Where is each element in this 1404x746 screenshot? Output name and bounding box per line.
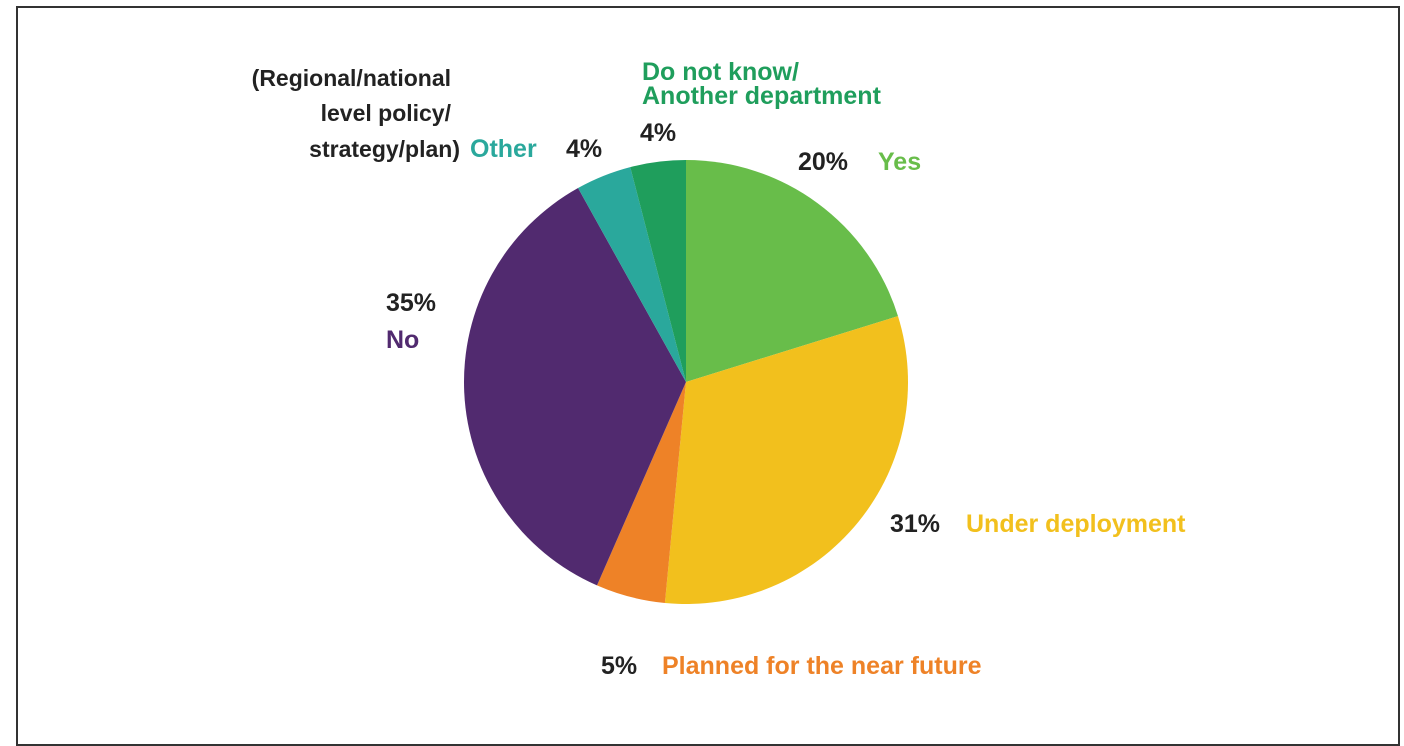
pie-slice-yes bbox=[686, 160, 898, 382]
slice-label-do-not-know-line-1: Do not know/ bbox=[642, 58, 799, 86]
pie-slice-do-not-know-another-department bbox=[630, 160, 686, 382]
slice-label-do-not-know: Do not know/ bbox=[642, 58, 799, 86]
slice-value-do-not-know: 4% bbox=[640, 119, 676, 147]
slice-label-under-deployment: Under deployment bbox=[966, 510, 1186, 538]
slice-value-planned: 5% bbox=[601, 652, 637, 680]
slice-label-do-not-know-line-2: Another department bbox=[642, 82, 882, 110]
slice-value-no: 35% bbox=[386, 289, 436, 317]
slice-note-other-line-1: (Regional/national bbox=[252, 65, 451, 91]
slice-value-under-deployment: 31% bbox=[890, 510, 940, 538]
slice-value-yes: 20% bbox=[798, 148, 848, 176]
pie-slice-other bbox=[578, 167, 686, 382]
pie-slice-planned-for-the-near-future bbox=[596, 382, 686, 603]
slice-value-other: 4% bbox=[566, 135, 602, 163]
slice-label-no: No bbox=[386, 326, 419, 354]
pie-slice-no bbox=[463, 188, 686, 586]
pie-slices bbox=[463, 160, 909, 604]
slice-label-planned: Planned for the near future bbox=[662, 652, 982, 680]
slice-note-other-line-3: strategy/plan) bbox=[309, 136, 460, 162]
slice-label-other: Other bbox=[470, 135, 537, 163]
slice-label-yes: Yes bbox=[878, 148, 921, 176]
slice-label-another-department: Another department bbox=[642, 82, 882, 110]
pie-slice-under-deployment bbox=[664, 316, 909, 604]
slice-note-other-line-2: level policy/ bbox=[321, 100, 452, 126]
